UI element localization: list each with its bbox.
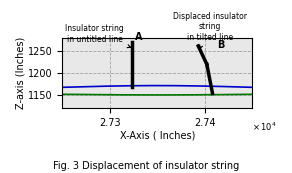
Text: A: A	[135, 32, 142, 42]
Text: Insulator string
in untitled line: Insulator string in untitled line	[65, 24, 131, 48]
X-axis label: X-Axis ( Inches): X-Axis ( Inches)	[120, 130, 195, 140]
Y-axis label: Z-axis (Inches): Z-axis (Inches)	[15, 37, 25, 109]
Text: Fig. 3 Displacement of insulator string: Fig. 3 Displacement of insulator string	[53, 161, 239, 171]
Text: Displaced insulator
string
in tilted line: Displaced insulator string in tilted lin…	[173, 12, 247, 48]
Text: $\times\,10^4$: $\times\,10^4$	[253, 120, 277, 133]
Text: B: B	[217, 40, 225, 50]
